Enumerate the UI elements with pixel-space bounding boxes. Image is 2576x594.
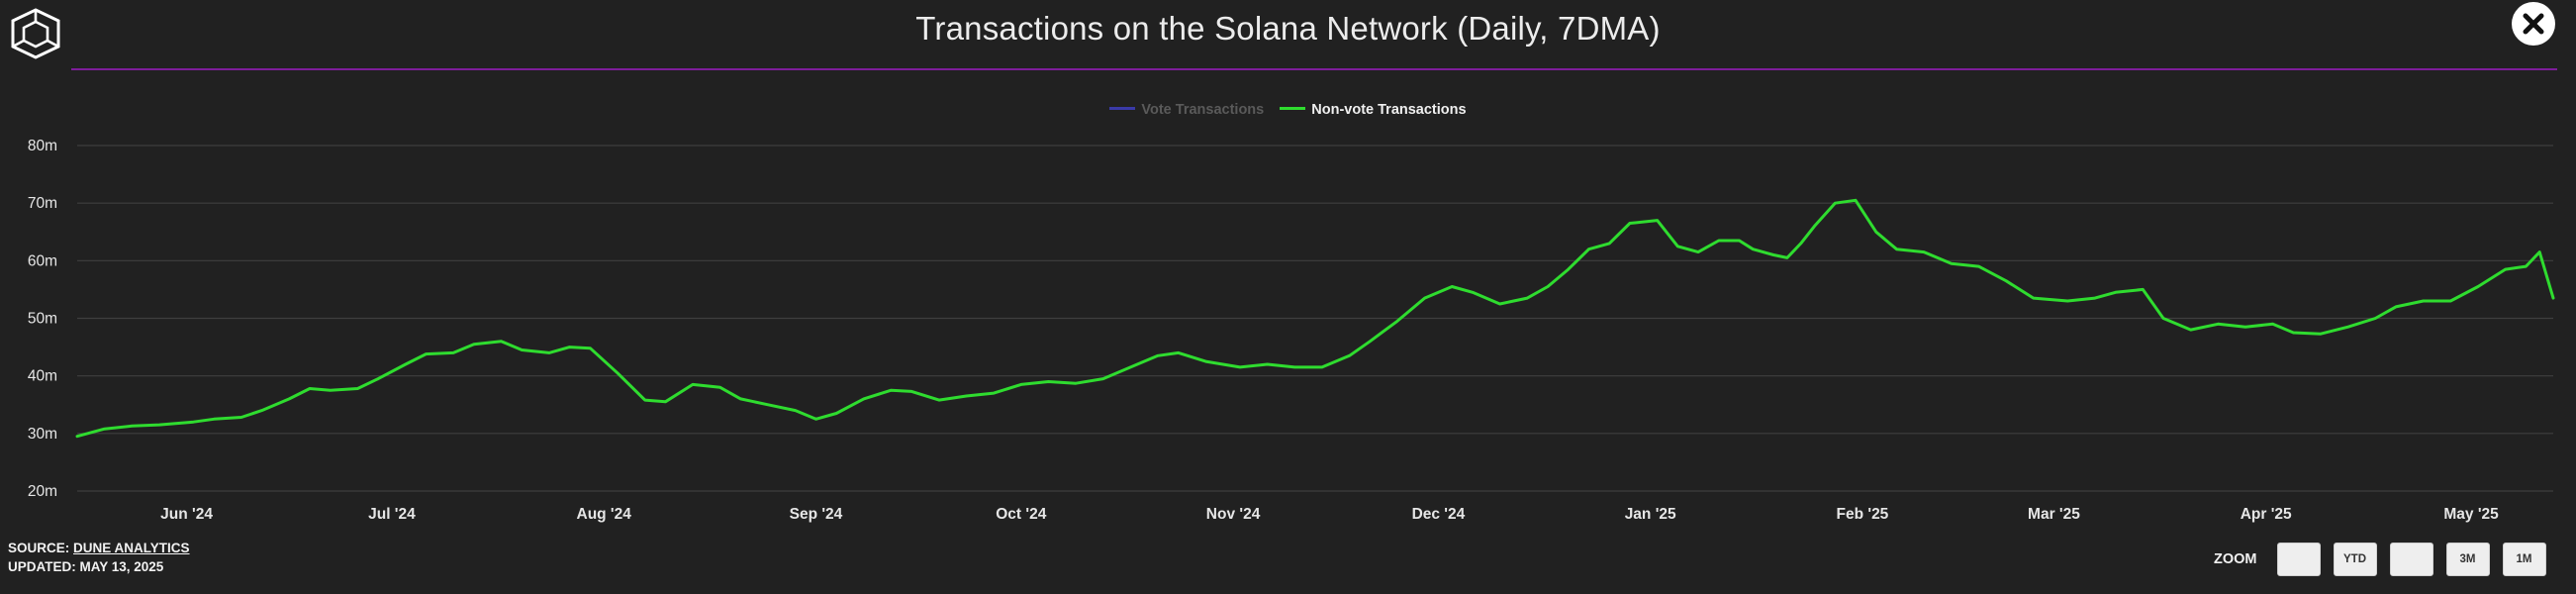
source-line: SOURCE: DUNE ANALYTICS (8, 539, 190, 557)
zoom-controls: ZOOM YTD 3M 1M (2214, 542, 2559, 577)
chart-legend: Vote Transactions Non-vote Transactions (0, 102, 2576, 118)
source-link[interactable]: DUNE ANALYTICS (73, 541, 190, 555)
y-tick-label: 80m (28, 138, 57, 154)
legend-label-vote: Vote Transactions (1141, 102, 1265, 118)
zoom-button-1[interactable] (2276, 543, 2321, 576)
y-tick-label: 20m (28, 483, 57, 500)
legend-item-vote-transactions[interactable]: Vote Transactions (1109, 102, 1264, 118)
x-tick-label: Jul '24 (368, 506, 416, 523)
zoom-button-3m[interactable]: 3M (2445, 543, 2490, 576)
y-tick-label: 60m (28, 252, 57, 269)
x-tick-label: Apr '25 (2241, 506, 2292, 523)
x-tick-label: Sep '24 (790, 506, 843, 523)
x-tick-label: May '25 (2443, 506, 2499, 523)
legend-swatch-vote (1109, 106, 1136, 110)
chart-title: Transactions on the Solana Network (Dail… (915, 10, 1661, 47)
y-tick-label: 70m (28, 195, 57, 212)
x-tick-label: Jun '24 (160, 506, 213, 523)
legend-swatch-non-vote (1280, 106, 1306, 110)
zoom-label: ZOOM (2214, 551, 2257, 567)
cube-logo-icon[interactable] (6, 6, 65, 61)
updated-date: UPDATED: MAY 13, 2025 (8, 559, 164, 574)
close-icon[interactable] (2512, 2, 2555, 46)
zoom-button-ytd[interactable]: YTD (2333, 543, 2377, 576)
x-tick-label: Dec '24 (1412, 506, 1466, 523)
x-tick-label: Jan '25 (1625, 506, 1676, 523)
header-divider (71, 68, 2557, 70)
zoom-button-3[interactable] (2389, 543, 2433, 576)
legend-item-non-vote-transactions[interactable]: Non-vote Transactions (1280, 102, 1467, 118)
x-tick-label: Feb '25 (1837, 506, 1889, 523)
series-line-non-vote-transactions (75, 198, 2555, 439)
x-tick-label: Nov '24 (1206, 506, 1261, 523)
legend-label-non-vote: Non-vote Transactions (1311, 102, 1467, 118)
x-tick-label: Mar '25 (2028, 506, 2080, 523)
x-tick-label: Oct '24 (996, 506, 1046, 523)
close-button[interactable] (2512, 2, 2555, 46)
y-tick-label: 30m (28, 426, 57, 443)
y-tick-label: 40m (28, 368, 57, 385)
source-prefix: SOURCE: (8, 541, 74, 555)
zoom-button-1m[interactable]: 1M (2502, 543, 2546, 576)
x-tick-label: Aug '24 (577, 506, 632, 523)
source-note: SOURCE: DUNE ANALYTICS UPDATED: MAY 13, … (8, 539, 190, 576)
y-tick-label: 50m (28, 311, 57, 328)
